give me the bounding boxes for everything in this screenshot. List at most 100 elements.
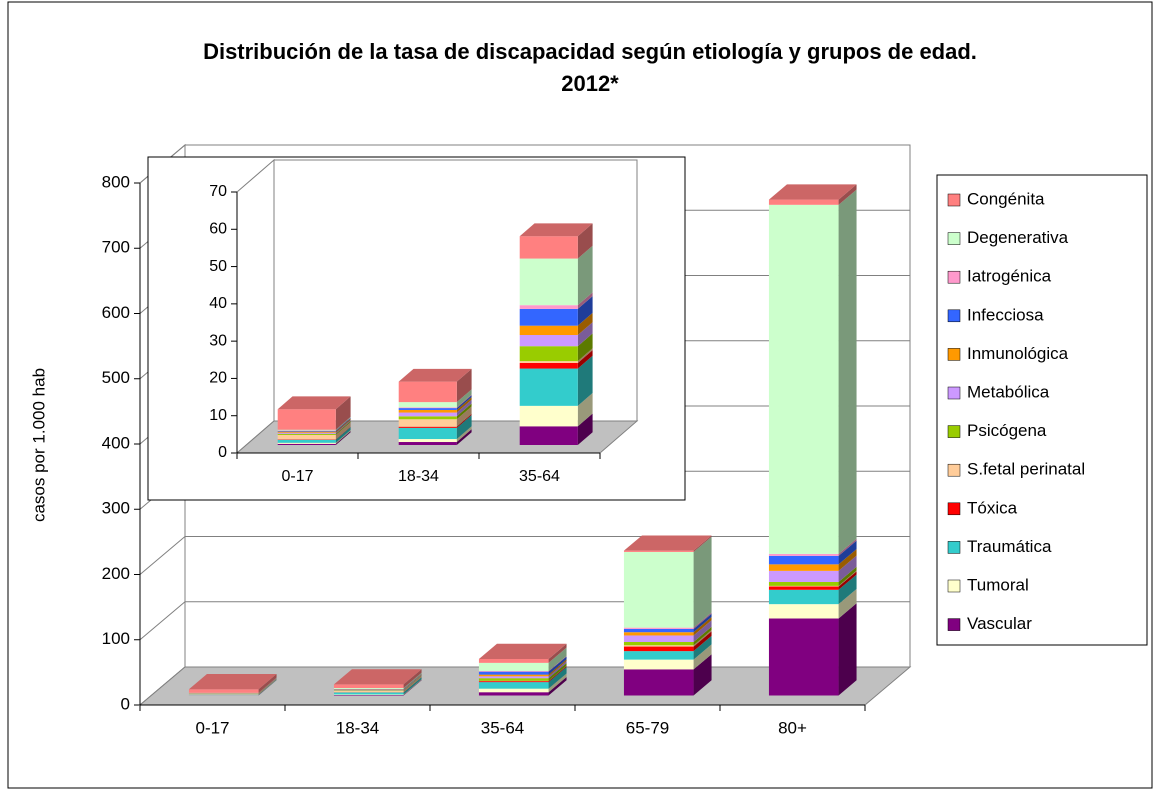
bar-side — [335, 396, 351, 430]
bar-segment — [333, 694, 404, 695]
bar-segment — [623, 628, 694, 633]
y-tick-label: 200 — [102, 564, 130, 583]
bar-segment — [277, 443, 336, 445]
bar-segment — [768, 618, 839, 696]
bar-side — [456, 413, 472, 428]
bar-segment — [277, 439, 336, 443]
legend-label: Vascular — [967, 614, 1032, 633]
bar-side — [335, 417, 351, 431]
x-tick-label: 18-34 — [398, 468, 439, 485]
y-axis-label: casos por 1.000 hab — [29, 368, 48, 522]
bar-segment — [519, 362, 578, 369]
bar-segment — [333, 690, 404, 693]
y-tick-label: 300 — [102, 499, 130, 518]
bar-side — [456, 399, 472, 417]
bar-side — [403, 675, 422, 693]
bar-segment — [478, 678, 549, 681]
bar-side — [577, 333, 593, 362]
bar-top — [277, 396, 351, 410]
x-tick-label: 35-64 — [481, 718, 524, 737]
y-tick-label: 60 — [209, 221, 227, 238]
bar-segment — [478, 674, 549, 677]
bar-side — [258, 678, 277, 694]
bar-side — [693, 612, 712, 629]
bar-segment — [519, 325, 578, 336]
x-tick-label: 80+ — [778, 718, 807, 737]
bar-side — [403, 677, 422, 695]
bar-side — [403, 675, 422, 691]
bar-side — [577, 296, 593, 326]
bar-side — [456, 426, 472, 443]
legend-swatch — [947, 348, 961, 361]
bar-side — [456, 406, 472, 427]
bar-segment — [768, 204, 839, 554]
bar-segment — [277, 429, 336, 431]
bar-side — [335, 419, 351, 434]
bar-segment — [519, 236, 578, 259]
bar-segment — [768, 585, 839, 587]
legend-swatch — [947, 193, 961, 207]
bar-side — [258, 677, 277, 694]
bar-side — [456, 429, 472, 445]
bar-segment — [623, 646, 694, 652]
bar-side — [693, 635, 712, 660]
chart-title: Distribución de la tasa de discapacidad … — [203, 39, 977, 96]
bar-side — [838, 571, 857, 590]
bar-segment — [768, 555, 839, 565]
bar-side — [577, 322, 593, 347]
bar-side — [548, 643, 567, 663]
bar-side — [403, 674, 422, 690]
y-tick-label: 0 — [121, 694, 130, 713]
bar-segment — [398, 407, 457, 409]
y-tick-label: 30 — [209, 332, 227, 349]
y-tick-label: 500 — [102, 368, 130, 387]
y-tick-label: 600 — [102, 303, 130, 322]
bar-side — [403, 673, 422, 690]
legend-swatch — [947, 502, 961, 516]
y-tick-label: 400 — [102, 433, 130, 452]
bar-side — [693, 620, 712, 642]
bar-side — [548, 673, 567, 693]
bar-segment — [519, 346, 578, 362]
bar-side — [838, 588, 857, 619]
bar-side — [577, 245, 593, 306]
legend-label: Infecciosa — [967, 305, 1044, 324]
y-tick-label: 50 — [209, 258, 227, 275]
bar-segment — [519, 308, 578, 326]
bar-segment — [277, 434, 336, 440]
x-tick-label: 35-64 — [519, 468, 560, 485]
bar-side — [258, 677, 277, 693]
bar-side — [693, 626, 712, 646]
bar-side — [335, 426, 351, 440]
legend-swatch — [947, 541, 961, 554]
bar-segment — [277, 433, 336, 435]
bar-side — [335, 422, 351, 440]
bar-side — [838, 574, 857, 605]
x-tick-label: 18-34 — [336, 718, 379, 737]
bar-side — [335, 426, 351, 443]
legend-label: Inmunológica — [967, 344, 1069, 363]
y-tick-label: 0 — [218, 444, 227, 461]
bar-side — [258, 677, 277, 694]
bar-segment — [623, 651, 694, 660]
bar-segment — [398, 409, 457, 413]
bar-segment — [519, 361, 578, 363]
bar-side — [403, 679, 422, 696]
bar-side — [838, 555, 857, 582]
bar-segment — [478, 658, 549, 663]
bar-segment — [277, 409, 336, 430]
bar-side — [838, 549, 857, 571]
bar-side — [693, 631, 712, 652]
bar-segment — [333, 694, 404, 696]
bar-side — [548, 661, 567, 679]
bar-segment — [623, 550, 694, 552]
bar-side — [335, 431, 351, 445]
bar-top — [519, 223, 593, 237]
bar-side — [548, 663, 567, 681]
legend-swatch — [947, 425, 961, 438]
bar-side — [456, 394, 472, 409]
bar-segment — [398, 412, 457, 417]
bar-side — [258, 679, 277, 696]
bar-segment — [519, 405, 578, 427]
